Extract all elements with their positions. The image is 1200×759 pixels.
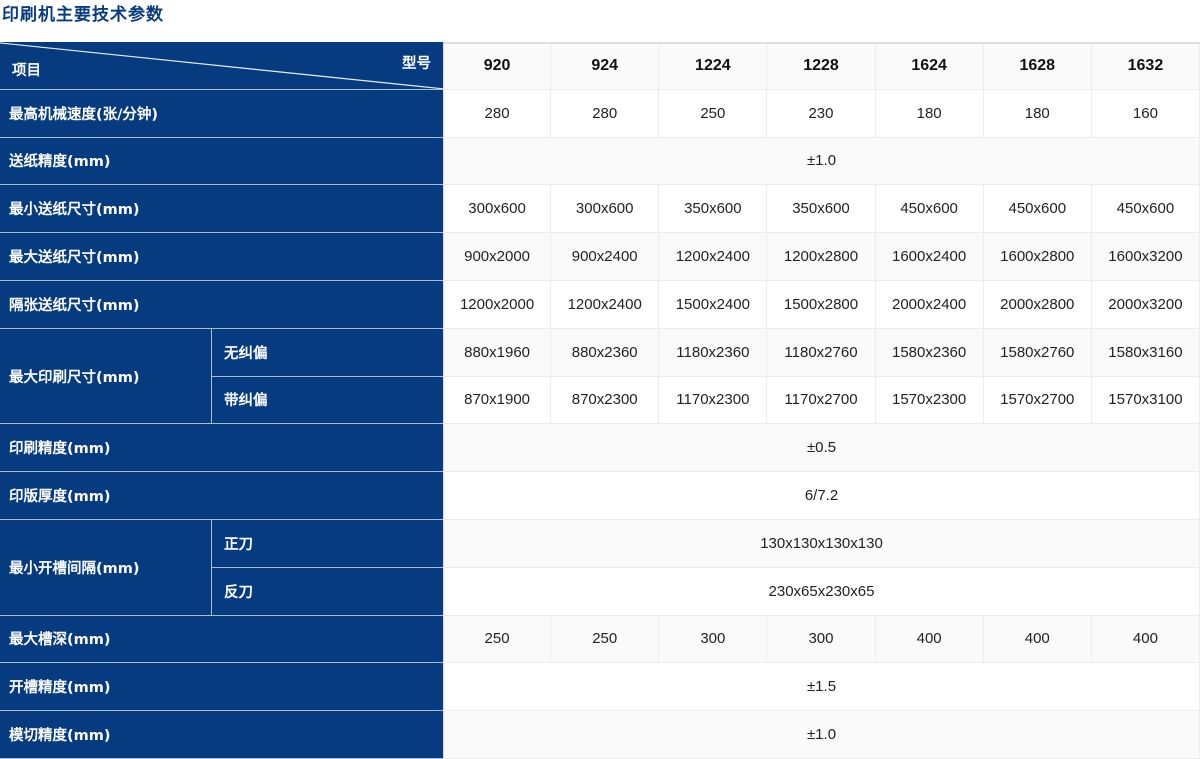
value-cell: 300 bbox=[767, 615, 876, 664]
value-cell: 1180x2360 bbox=[659, 328, 768, 377]
row-label: 开槽精度(mm) bbox=[0, 663, 443, 712]
value-cell: 2000x2800 bbox=[983, 280, 1092, 329]
value-cell: 1200x2400 bbox=[551, 280, 660, 329]
value-cell: 870x1900 bbox=[443, 376, 552, 425]
value-cell: 1580x2760 bbox=[983, 328, 1092, 377]
value-cell: 180 bbox=[983, 89, 1092, 138]
merged-value-cell: 6/7.2 bbox=[443, 472, 1200, 520]
value-cell: 870x2300 bbox=[551, 376, 660, 425]
merged-value-cell: 230x65x230x65 bbox=[443, 567, 1200, 616]
sub-row-label: 正刀 bbox=[211, 519, 443, 568]
value-cell: 1500x2800 bbox=[767, 280, 876, 329]
value-cell: 250 bbox=[551, 615, 660, 664]
value-cell: 450x600 bbox=[875, 185, 984, 234]
row-label: 隔张送纸尺寸(mm) bbox=[0, 280, 443, 329]
merged-value-cell: ±1.0 bbox=[443, 711, 1200, 759]
value-cell: 250 bbox=[659, 89, 768, 138]
value-cell: 1600x3200 bbox=[1091, 233, 1200, 281]
model-header-1624: 1624 bbox=[875, 42, 984, 90]
row-label: 印版厚度(mm) bbox=[0, 472, 443, 520]
value-cell: 450x600 bbox=[1091, 185, 1200, 234]
value-cell: 2000x2400 bbox=[875, 280, 984, 329]
value-cell: 350x600 bbox=[659, 185, 768, 234]
page-title: 印刷机主要技术参数 bbox=[2, 5, 164, 25]
model-header-1632: 1632 bbox=[1091, 42, 1200, 90]
value-cell: 1170x2700 bbox=[767, 376, 876, 425]
value-cell: 400 bbox=[875, 615, 984, 664]
merged-value-cell: ±0.5 bbox=[443, 424, 1200, 473]
value-cell: 900x2400 bbox=[551, 233, 660, 281]
row-label: 最大送纸尺寸(mm) bbox=[0, 233, 443, 281]
row-label: 最大印刷尺寸(mm) bbox=[0, 328, 211, 425]
corner-header: 型号 项目 bbox=[0, 42, 443, 90]
merged-value-cell: ±1.0 bbox=[443, 137, 1200, 186]
row-label: 最高机械速度(张/分钟) bbox=[0, 89, 443, 138]
value-cell: 1570x3100 bbox=[1091, 376, 1200, 425]
row-label: 最小开槽间隔(mm) bbox=[0, 519, 211, 616]
value-cell: 300x600 bbox=[443, 185, 552, 234]
value-cell: 280 bbox=[443, 89, 552, 138]
value-cell: 1200x2800 bbox=[767, 233, 876, 281]
value-cell: 280 bbox=[551, 89, 660, 138]
value-cell: 250 bbox=[443, 615, 552, 664]
value-cell: 1580x2360 bbox=[875, 328, 984, 377]
value-cell: 1200x2000 bbox=[443, 280, 552, 329]
model-header-924: 924 bbox=[551, 42, 660, 90]
sub-row-label: 反刀 bbox=[211, 567, 443, 616]
model-header-1224: 1224 bbox=[659, 42, 768, 90]
item-label: 项目 bbox=[12, 62, 41, 79]
model-header-920: 920 bbox=[443, 42, 552, 90]
row-label: 最大槽深(mm) bbox=[0, 615, 443, 664]
value-cell: 400 bbox=[983, 615, 1092, 664]
sub-row-label: 带纠偏 bbox=[211, 376, 443, 425]
diagonal-divider bbox=[0, 42, 443, 89]
merged-value-cell: ±1.5 bbox=[443, 663, 1200, 712]
model-label: 型号 bbox=[402, 56, 431, 72]
value-cell: 1570x2300 bbox=[875, 376, 984, 425]
value-cell: 900x2000 bbox=[443, 233, 552, 281]
spec-table: 型号 项目 920 924 1224 1228 1624 1628 1632 最高机械速度(张… bbox=[0, 42, 1200, 759]
value-cell: 350x600 bbox=[767, 185, 876, 234]
row-label: 最小送纸尺寸(mm) bbox=[0, 185, 443, 234]
value-cell: 1580x3160 bbox=[1091, 328, 1200, 377]
model-header-1228: 1228 bbox=[767, 42, 876, 90]
value-cell: 180 bbox=[875, 89, 984, 138]
value-cell: 300x600 bbox=[551, 185, 660, 234]
value-cell: 400 bbox=[1091, 615, 1200, 664]
value-cell: 230 bbox=[767, 89, 876, 138]
value-cell: 1200x2400 bbox=[659, 233, 768, 281]
value-cell: 450x600 bbox=[983, 185, 1092, 234]
merged-value-cell: 130x130x130x130 bbox=[443, 519, 1200, 568]
value-cell: 2000x3200 bbox=[1091, 280, 1200, 329]
value-cell: 160 bbox=[1091, 89, 1200, 138]
row-label: 送纸精度(mm) bbox=[0, 137, 443, 186]
value-cell: 880x1960 bbox=[443, 328, 552, 377]
sub-row-label: 无纠偏 bbox=[211, 328, 443, 377]
row-label: 印刷精度(mm) bbox=[0, 424, 443, 473]
value-cell: 1600x2800 bbox=[983, 233, 1092, 281]
value-cell: 1500x2400 bbox=[659, 280, 768, 329]
value-cell: 880x2360 bbox=[551, 328, 660, 377]
row-label: 模切精度(mm) bbox=[0, 711, 443, 759]
value-cell: 300 bbox=[659, 615, 768, 664]
value-cell: 1180x2760 bbox=[767, 328, 876, 377]
value-cell: 1170x2300 bbox=[659, 376, 768, 425]
value-cell: 1600x2400 bbox=[875, 233, 984, 281]
value-cell: 1570x2700 bbox=[983, 376, 1092, 425]
model-header-1628: 1628 bbox=[983, 42, 1092, 90]
